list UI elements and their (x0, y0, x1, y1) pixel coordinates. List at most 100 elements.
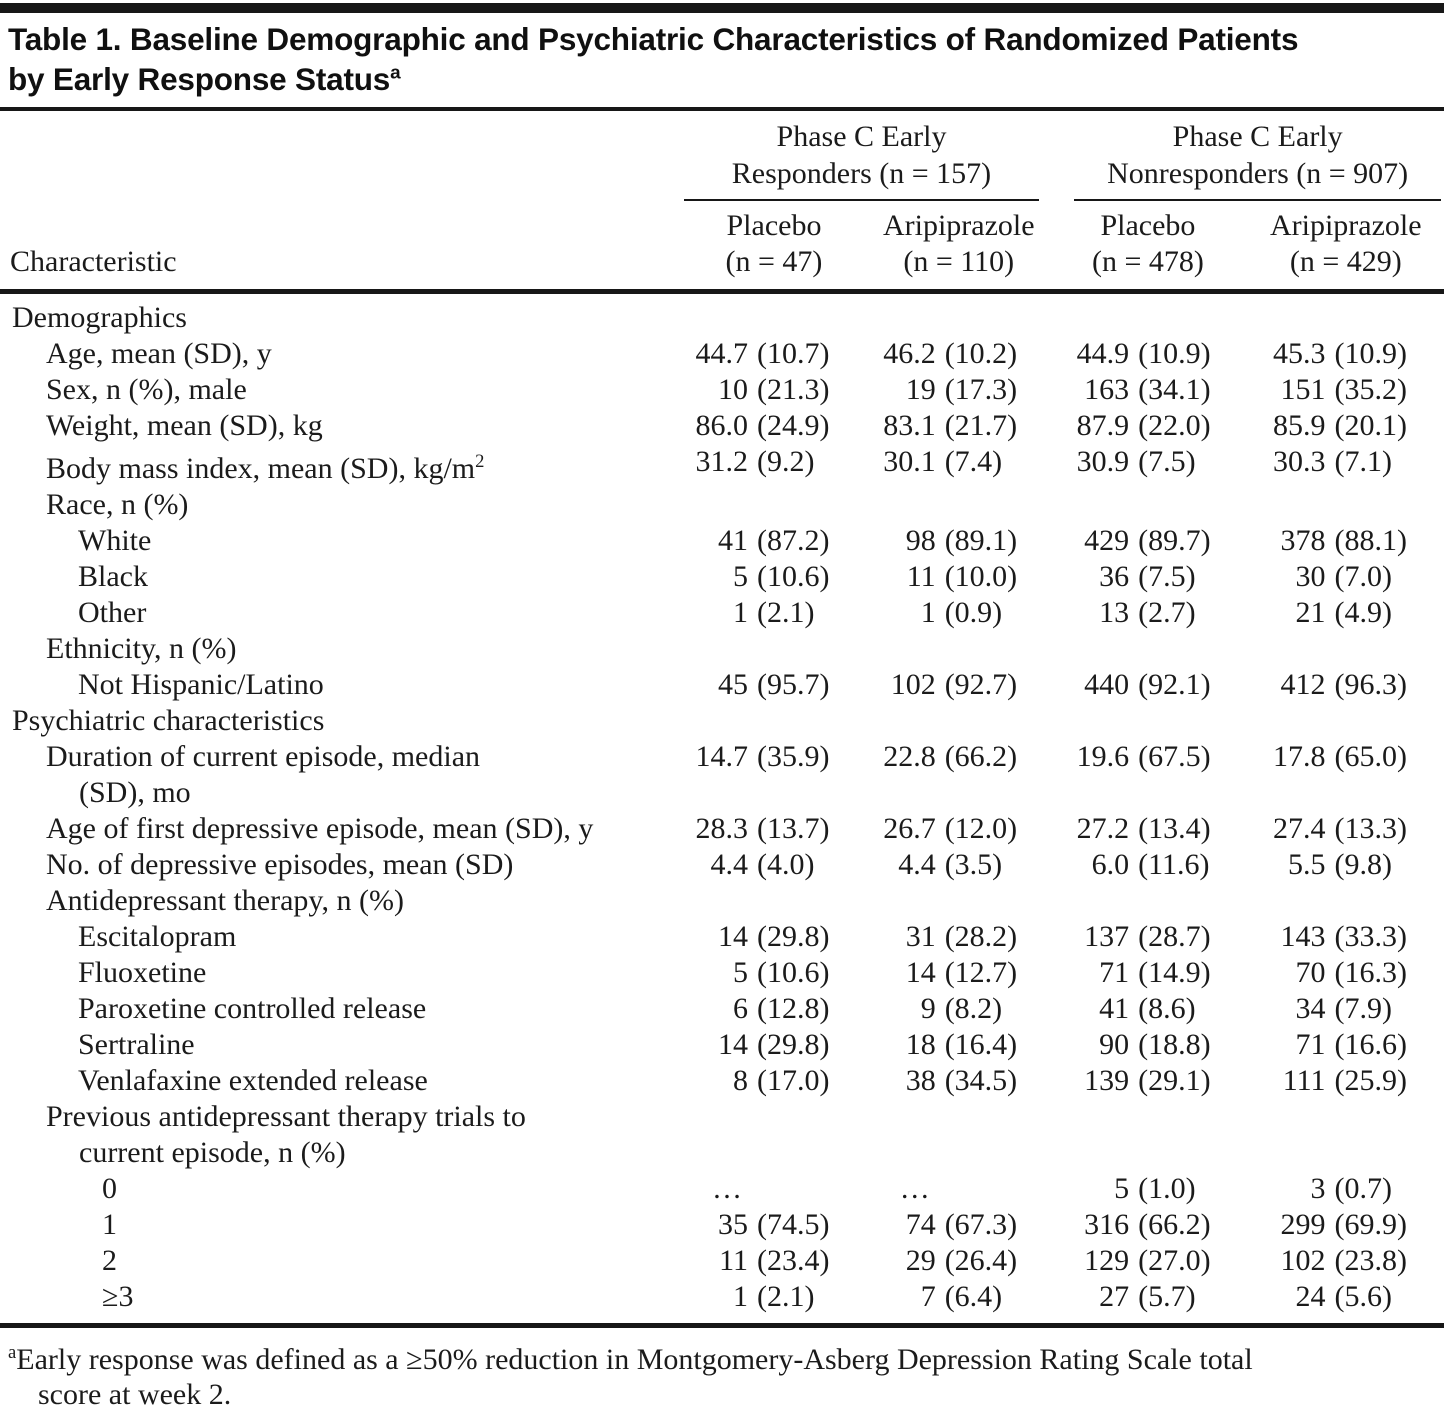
value-number: 17.8 (1273, 740, 1326, 774)
row-label: 2 (102, 1244, 117, 1278)
value-number: 30.9 (1076, 445, 1130, 479)
value-number: 87.9 (1076, 409, 1130, 443)
column-header-characteristic: Characteristic (0, 201, 679, 295)
value-parenthetical: (88.1) (1334, 524, 1408, 558)
value-parenthetical: (17.0) (756, 1064, 830, 1098)
value-number: 3 (1310, 1172, 1326, 1206)
value-parenthetical: (23.4) (756, 1244, 830, 1278)
row-label: Race, n (%) (46, 488, 189, 522)
value-parenthetical: (10.7) (756, 337, 830, 371)
value-number: 30.1 (883, 445, 936, 479)
table-row: Fluoxetine 5 (10.6) 14 (12.7) 71 (14.9) 70 (16.3… (0, 955, 1444, 991)
value-parenthetical: (5.7) (1138, 1280, 1196, 1314)
table-row: No. of depressive episodes, mean (SD) 4.4… (0, 847, 1444, 883)
value-number (869, 631, 935, 667)
value-parenthetical: (21.7) (944, 409, 1018, 443)
value-number: 45.3 (1273, 337, 1326, 371)
row-label-continuation: current episode, n (%) (79, 1136, 346, 1170)
table-body: Demographics Age, mean (SD), y 44.7 (10.7) 4… (0, 292, 1444, 1324)
value-number (869, 292, 935, 337)
value-number: 19.6 (1076, 740, 1130, 774)
value-number (1048, 883, 1129, 919)
table-row: 0 … … 5 (1.0) 3 (0.7) (0, 1171, 1444, 1207)
value-parenthetical: (22.0) (1138, 409, 1211, 443)
row-label: Black (78, 560, 148, 594)
value-parenthetical (1326, 631, 1444, 667)
value-number: 41 (717, 524, 748, 558)
value-parenthetical (748, 292, 869, 337)
value-number (679, 703, 748, 739)
row-label: No. of depressive episodes, mean (SD) (46, 848, 514, 882)
value-parenthetical: (66.2) (1138, 1208, 1211, 1242)
table-row: Sertraline 14 (29.8) 18 (16.4) 90 (18.8) 71 (16.… (0, 1027, 1444, 1063)
value-parenthetical: (27.0) (1138, 1244, 1211, 1278)
row-label: Age, mean (SD), y (46, 337, 272, 371)
value-parenthetical (1326, 1099, 1444, 1171)
characteristics-table: Phase C Early Responders (n = 157) Phase… (0, 111, 1444, 1323)
table-row: Age, mean (SD), y 44.7 (10.7) 46.2 (10.2) 44.… (0, 336, 1444, 372)
table-row: Demographics (0, 292, 1444, 337)
value-parenthetical: (7.4) (944, 445, 1003, 479)
value-number: 85.9 (1273, 409, 1326, 443)
value-number (679, 292, 748, 337)
value-number: 412 (1280, 668, 1326, 702)
value-parenthetical: (29.1) (1138, 1064, 1211, 1098)
value-parenthetical: (89.7) (1138, 524, 1211, 558)
table-row: Race, n (%) (0, 487, 1444, 523)
value-number: 440 (1084, 668, 1130, 702)
value-number: 102 (890, 668, 936, 702)
value-number (869, 883, 935, 919)
row-label: Fluoxetine (78, 956, 207, 990)
value-number: 45 (717, 668, 748, 702)
value-parenthetical: (2.1) (756, 1280, 815, 1314)
value-number (1248, 883, 1326, 919)
value-number: 316 (1084, 1208, 1130, 1242)
row-label: White (78, 524, 152, 558)
table-title: Table 1. Baseline Demographic and Psychi… (0, 13, 1444, 107)
value-number (1248, 1099, 1326, 1171)
value-number (679, 1099, 748, 1171)
value-parenthetical (1129, 883, 1247, 919)
value-parenthetical: (12.8) (756, 992, 830, 1026)
value-number: 1 (732, 596, 748, 630)
value-number (679, 487, 748, 523)
value-parenthetical: (13.7) (756, 812, 830, 846)
group-header-spacer (0, 111, 679, 201)
value-number: 4.4 (898, 848, 936, 882)
table-row: Psychiatric characteristics (0, 703, 1444, 739)
table-row: Weight, mean (SD), kg 86.0 (24.9) 83.1 (21.7… (0, 408, 1444, 444)
value-parenthetical: (28.2) (944, 920, 1018, 954)
value-parenthetical: (67.5) (1138, 740, 1211, 774)
row-label: Venlafaxine extended release (78, 1064, 428, 1098)
value-number: 8 (732, 1064, 748, 1098)
value-parenthetical: (8.2) (944, 992, 1003, 1026)
value-parenthetical (748, 703, 869, 739)
row-label-continuation: (SD), mo (79, 776, 191, 810)
value-parenthetical (748, 487, 869, 523)
row-label: Psychiatric characteristics (12, 704, 325, 738)
value-number: 13 (1099, 596, 1130, 630)
value-number (1048, 292, 1129, 337)
footnote-line1: aEarly response was defined as a ≥50% re… (8, 1342, 1253, 1377)
value-number: 18 (905, 1028, 936, 1062)
value-number: 46.2 (883, 337, 936, 371)
table-row: Sex, n (%), male 10 (21.3) 19 (17.3) 163 (34.1… (0, 372, 1444, 408)
value-parenthetical: (10.9) (1138, 337, 1211, 371)
row-label: Sertraline (78, 1028, 195, 1062)
value-number: 151 (1280, 373, 1326, 407)
value-parenthetical: (16.4) (944, 1028, 1018, 1062)
footnote-marker: a (8, 1342, 17, 1364)
group-header-responders: Phase C Early Responders (n = 157) (679, 111, 1049, 202)
table-row: Black 5 (10.6) 11 (10.0) 36 (7.5) 30 (7.0) (0, 559, 1444, 595)
table-row: White 41 (87.2) 98 (89.1) 429 (89.7) 378 (88.1) (0, 523, 1444, 559)
value-parenthetical: (66.2) (944, 740, 1018, 774)
value-parenthetical: (34.1) (1138, 373, 1211, 407)
value-number: 111 (1282, 1064, 1326, 1098)
value-number: 31.2 (695, 445, 748, 479)
value-parenthetical: (92.7) (944, 668, 1018, 702)
value-number: 1 (732, 1280, 748, 1314)
row-label: Weight, mean (SD), kg (46, 409, 323, 443)
value-parenthetical: (24.9) (756, 409, 830, 443)
value-number (1048, 1099, 1129, 1171)
value-parenthetical: (28.7) (1138, 920, 1211, 954)
